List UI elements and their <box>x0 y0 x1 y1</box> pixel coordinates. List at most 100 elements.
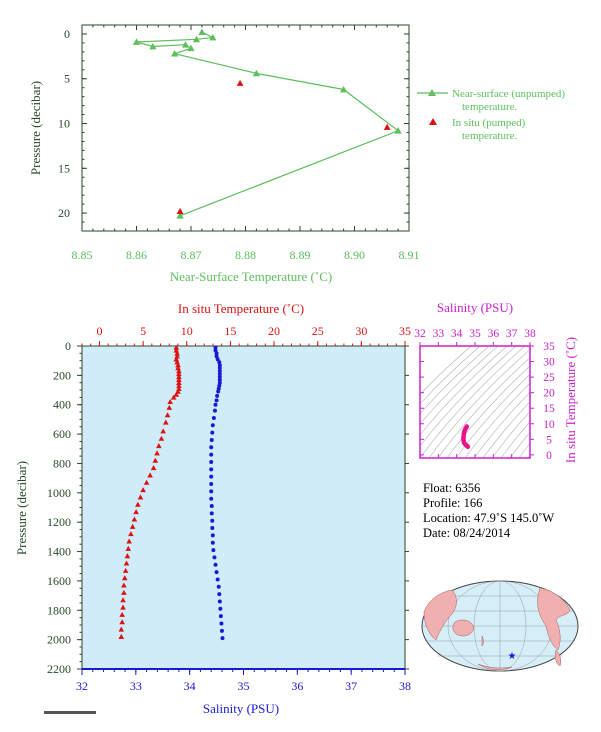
pressure-tick-label: 600 <box>53 427 71 441</box>
footer-mark <box>44 711 96 714</box>
temperature-marker <box>126 538 132 544</box>
salinity-marker <box>217 592 222 597</box>
ts-contour <box>509 431 530 458</box>
near-surface-marker <box>132 38 141 45</box>
temperature-marker <box>170 394 177 400</box>
top-y-tick-labels: 0 5 10 15 20 <box>58 27 70 220</box>
salinity-profile-markers <box>209 345 225 641</box>
ts-y-tick-label: 25 <box>543 372 555 384</box>
top-x-tick-label: 8.90 <box>344 248 365 262</box>
salinity-marker <box>215 357 220 362</box>
pressure-tick-labels: 0 200 400 600 800 1000 1200 1400 1600 1800 2000 220… <box>47 339 71 676</box>
near-surface-marker <box>187 44 195 52</box>
top-x-tick-label: 8.88 <box>235 248 256 262</box>
salinity-tick-label: 38 <box>399 679 411 693</box>
temperature-marker <box>173 347 180 353</box>
profile-chart: 0 5 10 15 20 25 30 35 32 33 34 35 36 37 38 0 200 400 600… <box>14 301 411 716</box>
near-surface-marker <box>176 212 184 219</box>
ts-y-tick-labels: 0 5 10 15 20 25 30 35 <box>543 341 555 462</box>
main-plot-background <box>82 346 405 669</box>
temperature-marker <box>176 368 182 374</box>
pressure-tick-label: 0 <box>65 339 71 353</box>
ts-x-tick-label: 38 <box>524 328 536 340</box>
top-y-tick-label: 5 <box>64 72 70 86</box>
temperature-marker <box>174 350 180 356</box>
temperature-marker <box>121 589 127 595</box>
temperature-marker <box>175 365 181 371</box>
ts-contour <box>500 421 530 458</box>
temperature-marker <box>164 412 171 418</box>
temperature-marker <box>150 465 157 471</box>
location: Location: 47.9˚S 145.0˚W <box>423 511 554 525</box>
ts-y-tick-label: 30 <box>543 357 555 369</box>
top-legend: Near-surface (unpumped) temperature. In … <box>417 88 565 142</box>
salinity-marker <box>217 363 222 368</box>
temperature-marker <box>173 356 180 362</box>
temperature-marker <box>176 376 182 383</box>
top-x-tick-labels: 8.85 8.86 8.87 8.88 8.89 8.90 8.91 <box>72 248 420 262</box>
ts-contour <box>420 346 481 405</box>
salinity-marker <box>211 415 216 420</box>
temperature-marker <box>118 633 125 639</box>
legend-unpumped-label-2: temperature. <box>462 101 518 113</box>
in-situ-temperature-markers <box>176 79 391 215</box>
temperature-marker <box>124 553 131 559</box>
ts-contour <box>446 365 530 458</box>
salinity-marker <box>209 511 214 516</box>
ts-contour <box>464 382 530 458</box>
near-surface-marker <box>252 69 260 77</box>
temperature-tick-label: 30 <box>355 324 367 338</box>
salinity-marker <box>209 496 214 501</box>
salinity-marker <box>217 368 222 373</box>
salinity-marker <box>217 377 222 382</box>
top-x-axis-label: Near-Surface Temperature (˚C) <box>170 269 332 284</box>
pressure-tick-label: 400 <box>53 398 71 412</box>
near-surface-marker <box>209 33 217 41</box>
salinity-tick-label: 37 <box>345 679 357 693</box>
ts-contour <box>555 346 601 458</box>
near-surface-marker <box>149 42 157 50</box>
ts-contour <box>420 346 490 415</box>
near-surface-marker <box>181 41 190 48</box>
temperature-marker <box>176 374 182 380</box>
ts-profile-points <box>461 424 471 450</box>
salinity-tick-label: 34 <box>184 679 196 693</box>
pressure-tick-label: 1600 <box>47 574 71 588</box>
map-land <box>423 587 571 670</box>
pressure-tick-label: 200 <box>53 368 71 382</box>
date: Date: 08/24/2014 <box>423 526 511 540</box>
temperature-tick-labels: 0 5 10 15 20 25 30 35 <box>96 324 411 338</box>
temperature-marker <box>121 575 128 581</box>
near-surface-marker <box>340 85 348 93</box>
top-x-tick-label: 8.86 <box>126 248 147 262</box>
salinity-marker <box>216 584 221 589</box>
ts-contour <box>518 442 530 458</box>
temperature-marker <box>118 626 125 632</box>
temperature-marker <box>140 487 146 493</box>
temperature-marker <box>175 362 181 368</box>
top-y-tick-label: 0 <box>64 27 70 41</box>
in-situ-marker <box>236 79 244 86</box>
salinity-marker <box>213 562 218 567</box>
ts-contour <box>420 346 526 458</box>
temperature-marker <box>128 531 134 537</box>
salinity-marker <box>210 518 215 523</box>
near-surface-marker <box>171 50 179 57</box>
ts-y-axis-label: In situ Temperature (˚C) <box>563 337 578 463</box>
temperature-marker <box>167 398 173 405</box>
salinity-marker <box>209 445 214 450</box>
ts-y-tick-label: 15 <box>543 403 555 415</box>
temperature-marker <box>119 619 125 625</box>
in-situ-marker <box>383 123 391 130</box>
salinity-marker <box>219 621 224 626</box>
ts-contour <box>473 391 530 458</box>
temperature-marker <box>137 494 144 500</box>
ts-diagram: 32 33 34 35 36 37 38 0 5 10 15 20 25 30 35 Salinity (… <box>414 300 601 463</box>
pressure-tick-label: 1200 <box>47 515 71 529</box>
temperature-marker <box>176 385 182 391</box>
salinity-marker <box>215 577 220 582</box>
temperature-marker <box>120 604 126 610</box>
salinity-marker <box>213 402 218 407</box>
ts-axis-ticks <box>419 342 534 458</box>
